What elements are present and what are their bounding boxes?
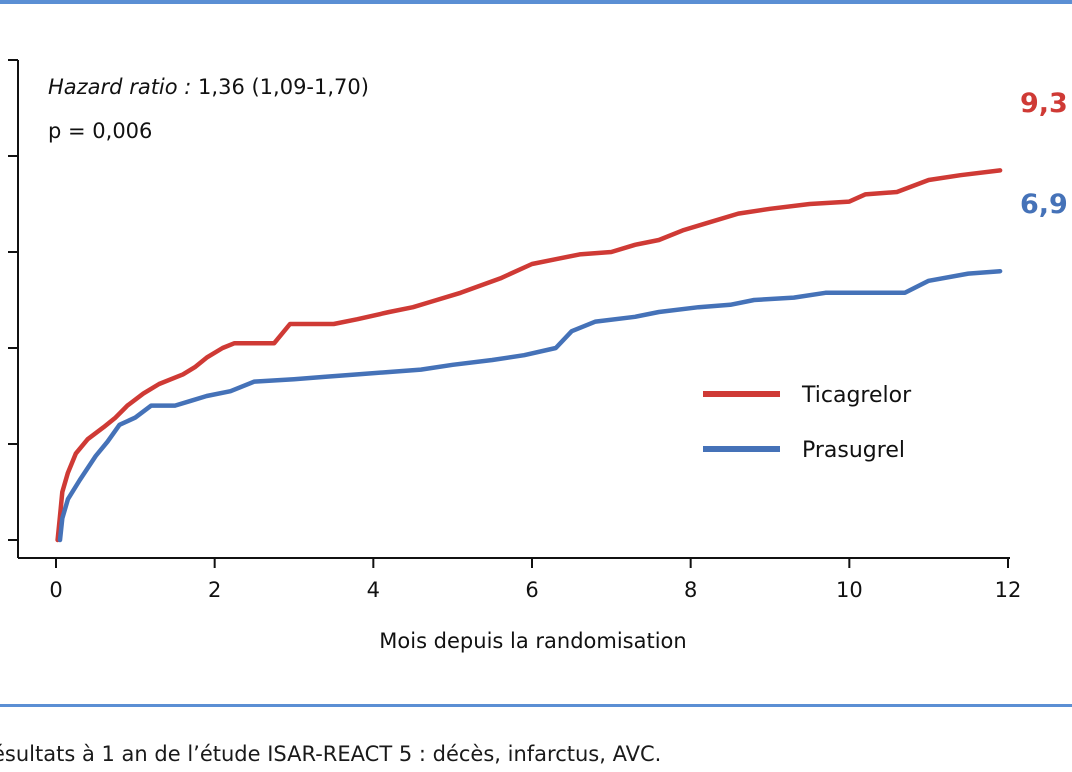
x-tick-label: 2 — [208, 578, 221, 602]
x-tick-label: 4 — [367, 578, 380, 602]
end-value-label-ticagrelor: 9,3 — [1020, 88, 1068, 119]
legend-label-ticagrelor: Ticagrelor — [801, 383, 912, 408]
end-value-label-prasugrel: 6,9 — [1020, 189, 1068, 220]
y-ticks — [8, 59, 18, 541]
figure-caption: ésultats à 1 an de l’étude ISAR-REACT 5 … — [0, 742, 662, 766]
series-line-prasugrel — [57, 268, 1003, 543]
legend: Ticagrelor Prasugrel — [703, 383, 912, 463]
hazard-ratio-annotation: Hazard ratio : 1,36 (1,09-1,70) — [48, 75, 369, 99]
hazard-ratio-label: Hazard ratio : — [48, 75, 191, 99]
x-tick-label: 8 — [684, 578, 697, 602]
top-accent-rule — [0, 0, 1072, 4]
p-value-annotation: p = 0,006 — [48, 119, 152, 143]
x-tick-label: 10 — [836, 578, 863, 602]
kaplan-meier-chart: 0 2 4 6 8 10 12 Hazard ratio : 1,36 (1,09-1,70… — [8, 59, 1068, 653]
hazard-ratio-value: 1,36 (1,09-1,70) — [191, 75, 369, 99]
series-lines — [55, 168, 1003, 543]
x-tick-label: 6 — [525, 578, 538, 602]
x-axis-title: Mois depuis la randomisation — [379, 629, 686, 653]
axes — [17, 60, 1010, 559]
series-line-ticagrelor — [55, 168, 1003, 543]
x-tick-label: 0 — [49, 578, 62, 602]
legend-label-prasugrel: Prasugrel — [802, 438, 905, 463]
x-tick-label: 12 — [995, 578, 1022, 602]
bottom-accent-rule — [0, 704, 1072, 707]
x-ticks: 0 2 4 6 8 10 12 — [49, 558, 1021, 602]
